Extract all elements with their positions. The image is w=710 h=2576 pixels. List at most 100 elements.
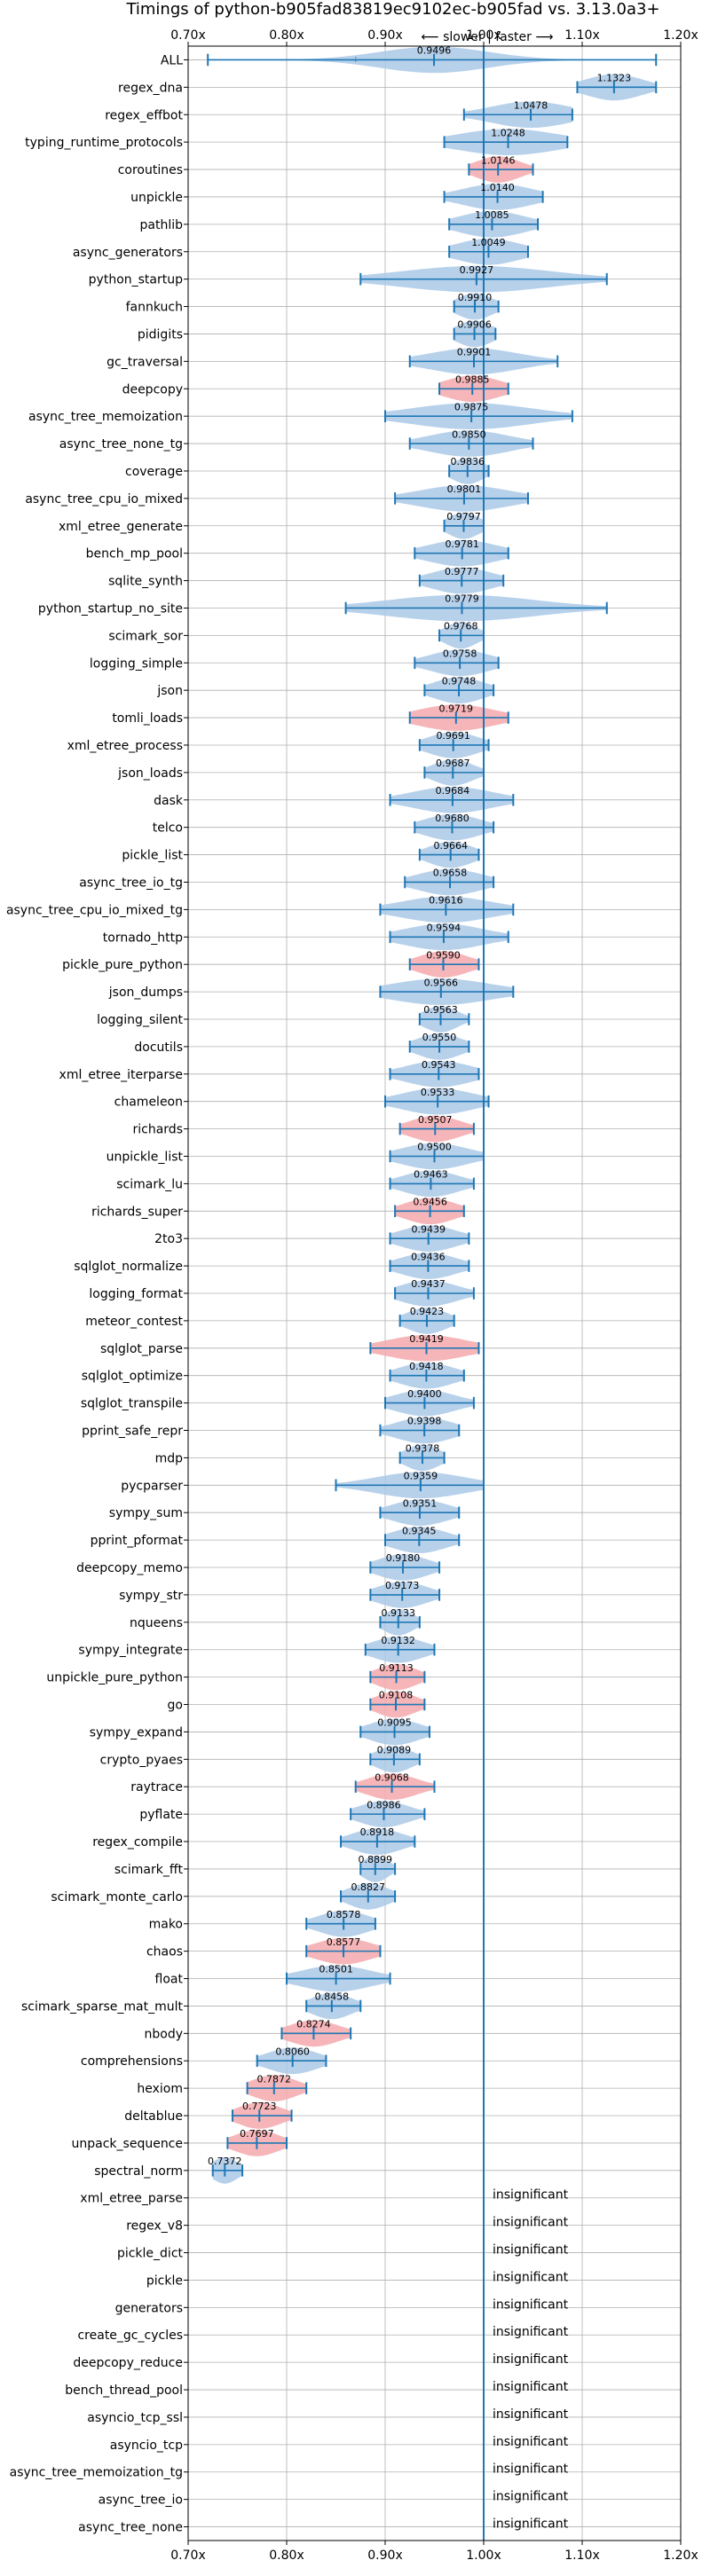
value-label: 0.9801 [447,483,482,495]
value-label: 0.9768 [444,621,478,632]
insignificant-label: insignificant [493,2297,569,2312]
value-label: 0.9906 [457,319,492,331]
category-label: pickle [146,2274,183,2288]
category-label: async_tree_io_tg [79,876,183,890]
category-label: sympy_integrate [78,1644,183,1658]
category-label: ALL [161,53,183,67]
category-label: sympy_expand [90,1725,183,1740]
insignificant-label: insignificant [493,2462,569,2477]
category-label: sympy_sum [109,1506,183,1520]
category-label: bench_mp_pool [86,547,183,562]
insignificant-label: insignificant [493,2380,569,2394]
value-label: 1.0248 [491,127,525,138]
direction-annotation: ⟵ slower | faster ⟶ [422,30,554,44]
label-layer: ALL 0.9496 regex_dna 1.1323 regex_effbot 1.04… [6,45,631,2535]
value-label: 0.8501 [319,1964,353,1975]
value-label: 1.0140 [480,182,515,193]
value-label: 0.7872 [257,2073,292,2085]
x-tick-label-top: 0.80x [269,28,304,43]
x-tick-label-bottom: 1.00x [466,2549,501,2563]
value-label: 0.9463 [414,1169,448,1181]
value-label: 1.0146 [481,154,516,166]
category-label: bench_thread_pool [65,2384,183,2398]
value-label: 0.8986 [367,1799,401,1810]
value-label: 0.9496 [417,45,452,57]
x-tick-label-bottom: 0.70x [170,2549,205,2563]
insignificant-label: insignificant [493,2490,569,2504]
category-label: pprint_safe_repr [82,1425,183,1439]
category-label: 2to3 [154,1232,183,1246]
category-label: asyncio_tcp_ssl [87,2411,183,2425]
category-label: pickle_pure_python [62,958,183,972]
category-label: scimark_lu [116,1177,183,1191]
category-label: regex_v8 [126,2219,183,2234]
value-label: 0.9132 [381,1635,415,1646]
insignificant-label: insignificant [493,2325,569,2339]
value-label: 0.9345 [402,1525,437,1536]
category-label: xml_etree_process [67,739,183,753]
value-label: 0.9507 [418,1114,453,1126]
value-label: 0.9885 [455,373,490,385]
category-label: tornado_http [103,931,183,945]
value-label: 0.8274 [296,2019,331,2030]
value-label: 1.0085 [475,209,509,221]
category-label: logging_silent [97,1013,183,1027]
category-label: sympy_str [119,1589,183,1603]
category-label: json [156,684,183,698]
value-label: 0.9594 [427,922,462,933]
value-label: 0.9566 [424,977,459,988]
x-tick-label-bottom: 1.20x [663,2549,698,2563]
category-label: pyflate [139,1808,183,1822]
value-label: 0.9400 [407,1388,442,1400]
value-label: 0.9359 [404,1471,438,1482]
category-label: richards [133,1123,184,1137]
value-label: 0.9418 [409,1361,444,1372]
category-label: async_tree_cpu_io_mixed [25,492,183,507]
category-label: meteor_contest [85,1315,183,1329]
value-label: 0.9550 [422,1032,457,1043]
value-label: 0.9779 [445,593,479,605]
category-label: comprehensions [81,2054,183,2069]
category-label: pathlib [140,218,184,232]
category-label: async_generators [73,246,183,260]
value-label: 0.9436 [411,1251,446,1262]
category-label: unpickle [130,191,183,205]
category-label: sqlglot_transpile [81,1397,183,1411]
category-label: spectral_norm [94,2164,183,2179]
value-label: 0.9901 [457,347,492,358]
category-label: scimark_sparse_mat_mult [21,1999,183,2014]
value-label: 0.9836 [451,456,485,467]
value-label: 0.9875 [454,401,489,412]
category-label: async_tree_io [99,2494,183,2508]
category-label: pickle_dict [117,2247,184,2261]
category-label: pickle_list [122,849,183,863]
category-label: sqlglot_optimize [82,1370,183,1384]
x-tick-label-top: 1.10x [564,28,599,43]
value-label: 0.9133 [382,1607,416,1619]
category-label: scimark_monte_carlo [51,1890,183,1905]
category-label: coroutines [118,163,183,177]
chart-title: Timings of python-b905fad83819ec9102ec-b… [125,0,659,19]
insignificant-label: insignificant [493,2435,569,2449]
value-label: 0.7372 [208,2156,242,2167]
x-tick-label-bottom: 0.90x [367,2549,402,2563]
category-label: float [155,1973,184,1987]
value-label: 0.9616 [429,895,463,907]
value-label: 0.9068 [375,1771,409,1783]
x-tick-label-bottom: 1.10x [564,2549,599,2563]
category-label: pycparser [121,1479,183,1493]
category-label: fannkuch [126,301,183,315]
value-label: 0.8827 [351,1881,386,1893]
category-label: regex_dna [118,81,183,95]
category-label: raytrace [130,1780,183,1795]
value-label: 0.9500 [417,1142,452,1153]
category-label: logging_simple [90,656,183,671]
value-label: 0.9543 [422,1059,456,1071]
category-label: xml_etree_iterparse [59,1068,183,1082]
value-label: 1.0478 [514,99,548,111]
value-label: 0.9590 [426,949,461,961]
value-label: 0.7723 [242,2101,277,2112]
category-label: hexiom [137,2082,183,2096]
